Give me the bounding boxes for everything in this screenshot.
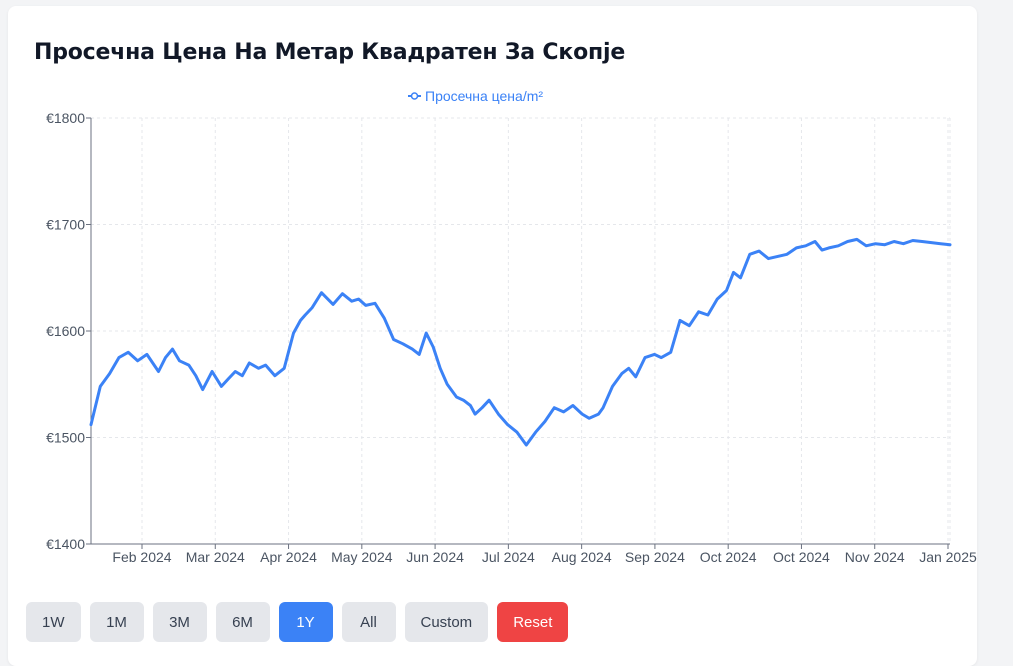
range-1m-button[interactable]: 1M [89,602,144,642]
chart-card: Просечна Цена На Метар Квадратен За Скоп… [8,6,977,666]
x-tick-label: Apr 2024 [260,549,317,565]
x-ticks: Feb 2024 Mar 2024 Apr 2024 May 2024 Jun 2024… [112,544,977,565]
x-tick-label: Oct 2024 [773,549,830,565]
x-tick-label: Jun 2024 [406,549,464,565]
y-tick-label: €1700 [46,217,85,233]
legend-marker-icon [410,92,419,100]
range-6m-button[interactable]: 6M [215,602,270,642]
y-tick-label: €1600 [46,323,85,339]
legend-label: Просечна цена/m² [425,88,543,104]
legend[interactable]: Просечна цена/m² [408,88,543,104]
x-tick-label: Jan 2025 [919,549,977,565]
x-tick-label: Feb 2024 [112,549,171,565]
x-tick-label: Jul 2024 [482,549,535,565]
y-tick-label: €1500 [46,430,85,446]
x-tick-label: Aug 2024 [552,549,612,565]
reset-button[interactable]: Reset [497,602,569,642]
x-tick-label: Sep 2024 [625,549,685,565]
grid [91,117,951,545]
price-chart: €1800 €1700 €1600 €1500 €1400 Feb 2024 Mar 20… [46,88,977,565]
y-tick-label: €1800 [46,110,85,126]
range-1w-button[interactable]: 1W [26,602,81,642]
range-buttons: 1W 1M 3M 6M 1Y All Custom Reset [26,602,569,642]
chart-title: Просечна Цена На Метар Квадратен За Скоп… [34,40,626,65]
price-line [89,237,952,447]
x-tick-label: Nov 2024 [845,549,905,565]
y-tick-label: €1400 [46,536,85,552]
x-tick-label: May 2024 [331,549,393,565]
x-tick-label: Oct 2024 [700,549,757,565]
x-tick-label: Mar 2024 [186,549,245,565]
y-ticks: €1800 €1700 €1600 €1500 €1400 [46,110,91,552]
custom-range-button[interactable]: Custom [404,602,489,642]
range-1y-button[interactable]: 1Y [278,602,333,642]
range-all-button[interactable]: All [341,602,396,642]
range-3m-button[interactable]: 3M [152,602,207,642]
